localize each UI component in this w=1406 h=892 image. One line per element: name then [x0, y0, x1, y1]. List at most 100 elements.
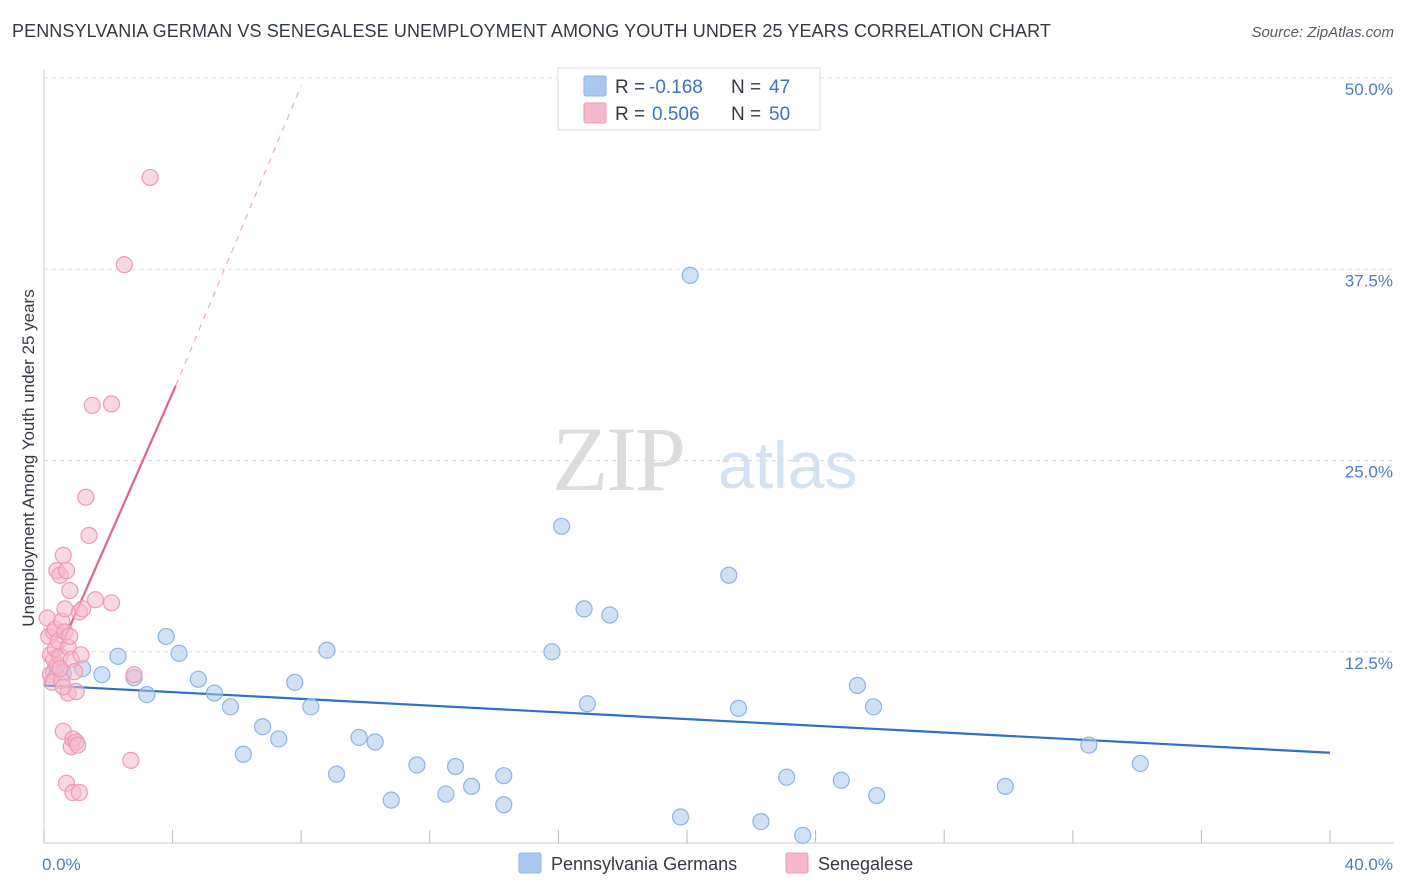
point-pennsylvania-germans-6 [138, 685, 156, 704]
point-pennsylvania-germans-20 [366, 733, 384, 751]
point-pennsylvania-germans-39 [794, 826, 812, 844]
point-pennsylvania-germans-41 [848, 676, 866, 695]
chart-source: Source: ZipAtlas.com [1251, 24, 1394, 41]
point-pennsylvania-germans-40 [832, 771, 850, 789]
watermark-atlas: atlas [718, 428, 857, 502]
point-pennsylvania-germans-16 [302, 698, 320, 716]
point-senegalese-33 [69, 736, 87, 754]
point-pennsylvania-germans-8 [170, 644, 188, 662]
point-pennsylvania-germans-34 [681, 266, 699, 284]
point-pennsylvania-germans-32 [601, 606, 619, 624]
data-points [38, 168, 1149, 844]
point-pennsylvania-germans-29 [553, 517, 571, 535]
point-pennsylvania-germans-7 [157, 627, 175, 646]
trend-extension-senegalese [175, 85, 302, 386]
point-pennsylvania-germans-37 [752, 812, 770, 831]
point-pennsylvania-germans-13 [254, 718, 272, 736]
point-senegalese-49 [54, 678, 72, 696]
point-pennsylvania-germans-24 [446, 757, 465, 776]
point-pennsylvania-germans-38 [778, 768, 796, 786]
point-pennsylvania-germans-19 [350, 728, 368, 747]
point-senegalese-41 [86, 591, 105, 609]
point-senegalese-48 [51, 659, 69, 678]
legend-r-value-1: -0.168 [649, 77, 703, 98]
legend-swatch-pink [583, 102, 607, 124]
point-pennsylvania-germans-4 [109, 647, 127, 665]
legend-r-value-2: 0.506 [652, 104, 700, 125]
point-pennsylvania-germans-31 [578, 695, 596, 713]
legend-n-value-2: 50 [769, 104, 790, 125]
point-senegalese-35 [70, 783, 88, 802]
point-pennsylvania-germans-45 [1080, 736, 1098, 754]
point-pennsylvania-germans-28 [543, 643, 561, 661]
correlation-legend: R = -0.168 N = 47 R = 0.506 N = 50 [557, 67, 821, 131]
point-pennsylvania-germans-42 [864, 698, 883, 716]
point-pennsylvania-germans-46 [1131, 754, 1149, 773]
series-label-pennsylvania-germans: Pennsylvania Germans [551, 854, 737, 874]
legend-n-label-1: N = [731, 77, 761, 98]
trend-line-pennsylvania-germans [43, 684, 1331, 754]
point-senegalese-44 [115, 256, 133, 274]
point-senegalese-18 [56, 600, 74, 618]
point-senegalese-36 [72, 646, 90, 664]
watermark: ZIP atlas [552, 408, 857, 510]
chart-title: PENNSYLVANIA GERMAN VS SENEGALESE UNEMPL… [12, 21, 1052, 41]
point-senegalese-24 [61, 581, 79, 600]
grid [44, 77, 1394, 653]
point-pennsylvania-germans-27 [495, 796, 513, 814]
point-pennsylvania-germans-11 [221, 698, 240, 716]
point-senegalese-30 [65, 663, 84, 681]
point-senegalese-38 [77, 488, 95, 506]
point-senegalese-40 [83, 396, 101, 415]
point-senegalese-39 [80, 526, 98, 545]
point-pennsylvania-germans-30 [575, 600, 593, 618]
point-senegalese-16 [54, 546, 72, 564]
x-tick-label-1: 40.0% [1345, 855, 1393, 874]
point-pennsylvania-germans-21 [382, 791, 400, 809]
point-pennsylvania-germans-33 [671, 808, 690, 826]
legend-n-value-1: 47 [769, 77, 790, 98]
y-tick-label-1: 25.0% [1345, 463, 1393, 482]
point-pennsylvania-germans-23 [437, 785, 455, 803]
x-tick-label-0: 0.0% [42, 855, 81, 874]
point-pennsylvania-germans-43 [868, 786, 886, 805]
legend-swatch-blue [583, 75, 607, 97]
point-pennsylvania-germans-10 [205, 684, 223, 702]
point-pennsylvania-germans-18 [327, 765, 346, 783]
point-pennsylvania-germans-9 [189, 670, 207, 688]
point-senegalese-37 [73, 600, 92, 618]
point-senegalese-47 [141, 168, 159, 187]
tick-labels: 12.5% 25.0% 37.5% 50.0% 0.0% 40.0% [42, 80, 1393, 874]
y-tick-label-2: 37.5% [1345, 271, 1393, 290]
series-legend: Pennsylvania Germans Senegalese [518, 852, 913, 874]
point-pennsylvania-germans-44 [996, 777, 1014, 795]
point-pennsylvania-germans-12 [234, 745, 252, 763]
trend-lines [42, 85, 1331, 754]
series-label-senegalese: Senegalese [818, 854, 913, 874]
point-pennsylvania-germans-26 [495, 767, 513, 785]
point-pennsylvania-germans-35 [720, 566, 738, 584]
y-axis-title: Unemployment Among Youth under 25 years [19, 289, 38, 626]
point-pennsylvania-germans-25 [462, 777, 481, 795]
point-senegalese-42 [102, 594, 121, 612]
point-senegalese-43 [102, 395, 121, 413]
axes [43, 70, 1394, 844]
y-tick-label-3: 50.0% [1345, 80, 1393, 99]
point-senegalese-46 [125, 666, 143, 684]
point-pennsylvania-germans-3 [93, 666, 111, 684]
legend-r-label-2: R = [615, 104, 645, 125]
point-pennsylvania-germans-36 [729, 699, 748, 717]
point-pennsylvania-germans-14 [270, 730, 288, 748]
point-senegalese-20 [57, 562, 76, 580]
watermark-zip: ZIP [552, 408, 684, 510]
legend-r-label-1: R = [615, 77, 645, 98]
legend-n-label-2: N = [731, 104, 761, 125]
point-pennsylvania-germans-22 [408, 756, 426, 774]
point-pennsylvania-germans-17 [318, 641, 336, 659]
point-pennsylvania-germans-15 [286, 673, 304, 691]
point-senegalese-25 [61, 627, 79, 646]
y-tick-label-0: 12.5% [1345, 654, 1393, 673]
point-senegalese-45 [122, 751, 140, 769]
